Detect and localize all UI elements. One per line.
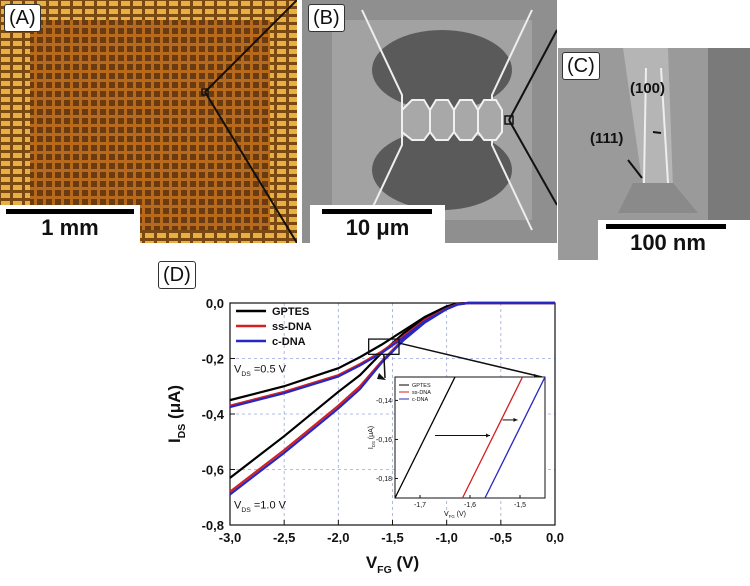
panel-c-scale-text: 100 nm xyxy=(630,230,706,255)
inset-chart: -1,7 -1,6 -1,5 -0,14 -0,16 -0,18 VFG (V) IDS (μ… xyxy=(368,376,546,519)
legend-label-ss-DNA: ss-DNA xyxy=(272,321,312,333)
inset-y-tick-label: -0,16 xyxy=(376,437,392,444)
x-axis-label: VFG (V) xyxy=(366,553,419,576)
inset-legend-label-GPTES: GPTES xyxy=(412,383,431,389)
x-tick-label: -0,5 xyxy=(490,530,512,545)
sem-device-image xyxy=(302,0,557,243)
y-tick-label: -0,8 xyxy=(202,518,224,533)
panel-a-scale-box: 1 mm xyxy=(0,205,140,243)
panel-c-label: (C) xyxy=(562,52,600,80)
x-tick-label: 0,0 xyxy=(546,530,564,545)
legend-label-c-DNA: c-DNA xyxy=(272,336,306,348)
panel-a-chip-micrograph: (A) 1 mm xyxy=(0,0,297,243)
y-tick-label: 0,0 xyxy=(206,296,224,311)
annotation-vds-1-0: VDS =1.0 V xyxy=(234,500,287,514)
inset-x-tick-label: -1,6 xyxy=(464,502,476,509)
inset-shift-arrowhead-1 xyxy=(486,433,490,438)
panel-b-sem-device: (B) 10 μm xyxy=(302,0,557,243)
inset-legend-label-ss-DNA: ss-DNA xyxy=(412,390,431,396)
facet-111-label: (111) xyxy=(590,130,624,147)
zoom-arrow-2 xyxy=(383,354,386,379)
inset-y-tick-label: -0,14 xyxy=(376,398,392,405)
zoom-arrow-1 xyxy=(398,342,543,378)
y-tick-label: -0,2 xyxy=(202,352,224,367)
inset-y-axis-label: IDS (μA) xyxy=(368,426,376,449)
inset-legend-label-c-DNA: c-DNA xyxy=(412,397,429,403)
panel-c-scale-bar xyxy=(606,224,726,229)
panel-b-scale-bar xyxy=(322,209,432,214)
panel-a-scale-bar xyxy=(6,209,134,214)
inset-x-axis-label: VFG (V) xyxy=(444,511,466,519)
inset-shift-arrowhead-2 xyxy=(513,417,518,422)
panel-c-scale-box: 100 nm xyxy=(598,220,750,260)
zoom-arrowhead-2 xyxy=(377,373,386,380)
panel-b-scale-box: 10 μm xyxy=(310,205,445,243)
y-tick-label: -0,6 xyxy=(202,463,224,478)
main-chart-svg: -3,0 -2,5 -2,0 -1,5 -1,0 -0,5 0,0 0,0 -0,2 -0,4 -0… xyxy=(165,296,564,576)
panel-d-label: (D) xyxy=(158,261,196,289)
x-tick-label: -1,5 xyxy=(381,530,403,545)
annotation-vds-0-5: VDS =0.5 V xyxy=(234,364,287,378)
zoom-box xyxy=(368,338,400,355)
x-tick-label: -3,0 xyxy=(219,530,241,545)
curve-c-DNA-1.0V xyxy=(229,301,555,496)
inset-curve-GPTES xyxy=(394,376,456,499)
panel-b-label: (B) xyxy=(308,4,345,32)
inset-curve-c-DNA xyxy=(484,376,546,499)
inset-x-tick-label: -1,7 xyxy=(414,502,426,509)
x-tick-label: -1,0 xyxy=(435,530,457,545)
panel-c-sem-zoom: (C) (100) (111) 100 nm xyxy=(558,48,750,260)
panel-a-label: (A) xyxy=(4,4,41,32)
x-tick-label: -2,5 xyxy=(273,530,295,545)
y-axis-label: IDS (μA) xyxy=(165,385,188,443)
inset-y-tick-label: -0,18 xyxy=(376,476,392,483)
panel-a-scale-text: 1 mm xyxy=(41,215,99,240)
panel-d-transfer-chart: -3,0 -2,5 -2,0 -1,5 -1,0 -0,5 0,0 0,0 -0,2 -0,4 -0… xyxy=(150,255,750,586)
x-tick-label: -2,0 xyxy=(327,530,349,545)
chip-micrograph-image xyxy=(0,0,297,243)
legend-label-GPTES: GPTES xyxy=(272,306,309,318)
inset-curve-ss-DNA xyxy=(461,376,524,499)
y-tick-label: -0,4 xyxy=(202,407,225,422)
inset-x-tick-label: -1,5 xyxy=(514,502,526,509)
inset-frame xyxy=(394,376,546,499)
facet-100-label: (100) xyxy=(630,80,666,97)
panel-b-scale-text: 10 μm xyxy=(345,215,410,240)
